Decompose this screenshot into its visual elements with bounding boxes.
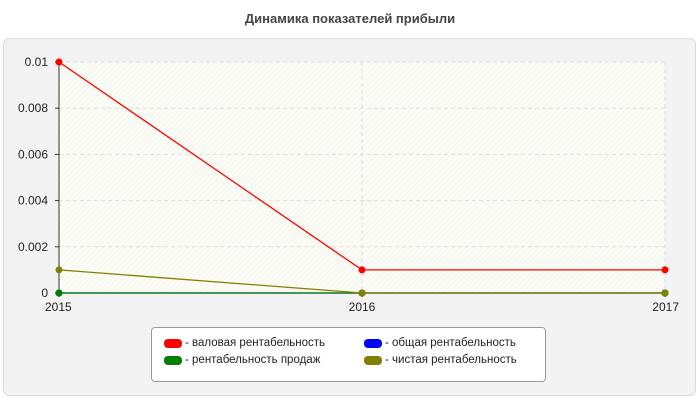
data-point (55, 289, 63, 297)
x-tick-label: 2017 (652, 300, 679, 314)
legend-swatch (364, 355, 382, 365)
data-point (55, 266, 63, 274)
legend-swatch (164, 338, 182, 348)
chart-title: Динамика показателей прибыли (244, 11, 456, 26)
x-tick-label: 2015 (45, 300, 72, 314)
x-tick-label: 2016 (349, 300, 376, 314)
legend-item-sales-profitability: - рентабельность продаж (164, 354, 320, 366)
data-point (358, 289, 366, 297)
y-tick-label: 0.002 (18, 240, 48, 254)
legend-item-net-profitability: - чистая рентабельность (364, 354, 517, 366)
legend-item-gross-profitability: - валовая рентабельность (164, 337, 325, 349)
legend-label: - валовая рентабельность (185, 337, 326, 349)
y-tick-label: 0.01 (25, 55, 49, 69)
legend-item-total-profitability: - общая рентабельность (364, 337, 516, 349)
data-point (661, 289, 669, 297)
data-point (358, 266, 366, 274)
data-point (55, 58, 63, 66)
legend-swatch (164, 355, 182, 365)
y-tick-label: 0 (41, 286, 48, 300)
chart-legend: - валовая рентабельность - общая рентабе… (151, 327, 546, 382)
legend-label: - общая рентабельность (385, 337, 516, 349)
legend-label: - рентабельность продаж (185, 354, 321, 366)
data-point (661, 266, 669, 274)
legend-swatch (364, 338, 382, 348)
legend-label: - чистая рентабельность (385, 354, 517, 366)
y-tick-label: 0.004 (18, 194, 48, 208)
y-tick-label: 0.006 (18, 147, 48, 161)
y-tick-label: 0.008 (18, 101, 48, 115)
